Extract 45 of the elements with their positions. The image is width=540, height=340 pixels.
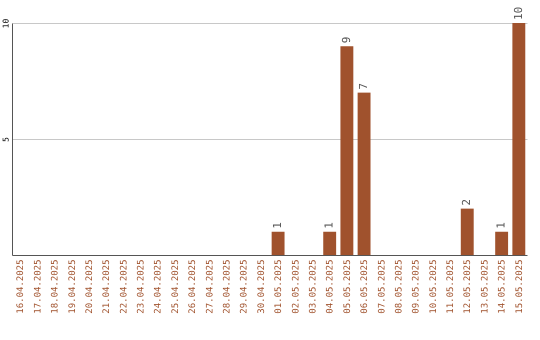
- x-tick-label: 29.04.2025: [240, 260, 250, 314]
- x-tick-label: 22.04.2025: [119, 260, 130, 314]
- bar: [340, 46, 354, 255]
- x-tick-label: 08.05.2025: [394, 260, 404, 314]
- x-tick-label: 03.05.2025: [308, 260, 318, 314]
- x-tick-label: 15.05.2025: [514, 260, 525, 314]
- x-tick-label: 04.05.2025: [326, 260, 336, 314]
- x-tick-label: 30.04.2025: [256, 260, 267, 314]
- data-label: 10: [512, 6, 525, 20]
- x-tick-label: 13.05.2025: [480, 260, 490, 314]
- x-tick-label: 09.05.2025: [412, 260, 422, 314]
- bar: [512, 23, 526, 255]
- x-tick-label: 21.04.2025: [102, 260, 112, 314]
- x-tick-label: 26.04.2025: [188, 260, 198, 314]
- x-tick-label: 12.05.2025: [463, 260, 474, 314]
- x-tick-label: 10.05.2025: [428, 260, 439, 314]
- x-tick-label: 01.05.2025: [274, 260, 284, 314]
- data-label: 7: [357, 82, 370, 90]
- x-tick-label: 20.04.2025: [84, 260, 95, 314]
- x-tick-label: 05.05.2025: [342, 260, 353, 314]
- x-tick-label: 23.04.2025: [136, 260, 147, 314]
- y-tick-label: 5: [2, 136, 10, 142]
- x-tick-label: 11.05.2025: [446, 260, 456, 314]
- data-label: 1: [322, 222, 336, 229]
- x-tick-label: 19.04.2025: [68, 260, 78, 314]
- x-tick-label: 25.04.2025: [170, 260, 181, 314]
- x-tick-label: 18.04.2025: [50, 260, 61, 314]
- x-tick-label: 02.05.2025: [291, 260, 302, 314]
- bar: [460, 208, 474, 255]
- data-label: 2: [460, 198, 474, 206]
- x-tick-label: 14.05.2025: [498, 260, 508, 314]
- x-tick-label: 27.04.2025: [205, 260, 216, 314]
- x-tick-label: 28.04.2025: [222, 260, 233, 314]
- bar: [358, 92, 371, 255]
- bar: [495, 232, 508, 255]
- data-label: 9: [340, 36, 353, 44]
- x-tick-label: 06.05.2025: [360, 260, 370, 314]
- x-tick-label: 16.04.2025: [16, 260, 26, 314]
- bar: [323, 232, 336, 255]
- x-tick-label: 17.04.2025: [33, 260, 44, 314]
- x-tick-label: 24.04.2025: [154, 260, 164, 314]
- x-tick-label: 07.05.2025: [377, 260, 388, 314]
- data-label: 1: [271, 222, 284, 229]
- bar: [272, 232, 285, 255]
- data-label: 1: [494, 222, 508, 229]
